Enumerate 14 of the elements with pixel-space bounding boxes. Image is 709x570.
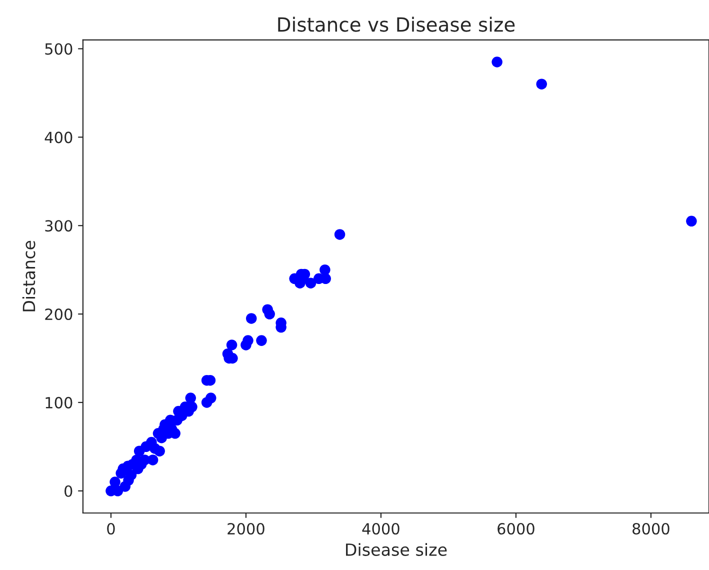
- y-tick-label: 0: [64, 485, 72, 497]
- y-tick-label: 400: [44, 132, 72, 144]
- x-tick-label: 0: [107, 522, 115, 535]
- chart-title: Distance vs Disease size: [278, 16, 515, 32]
- x-tick-label: 4000: [362, 522, 400, 535]
- x-tick-label: 2000: [228, 522, 264, 535]
- x-tick-label: 8000: [632, 522, 670, 535]
- x-tick-label: 6000: [498, 522, 534, 535]
- y-tick-label: 100: [46, 396, 72, 408]
- y-tick-label: 200: [45, 308, 72, 320]
- x-axis-title: Disease size: [346, 543, 447, 556]
- y-tick-label: 300: [45, 220, 72, 232]
- y-axis-title: Distance: [22, 240, 36, 312]
- y-tick-label: 500: [45, 43, 72, 55]
